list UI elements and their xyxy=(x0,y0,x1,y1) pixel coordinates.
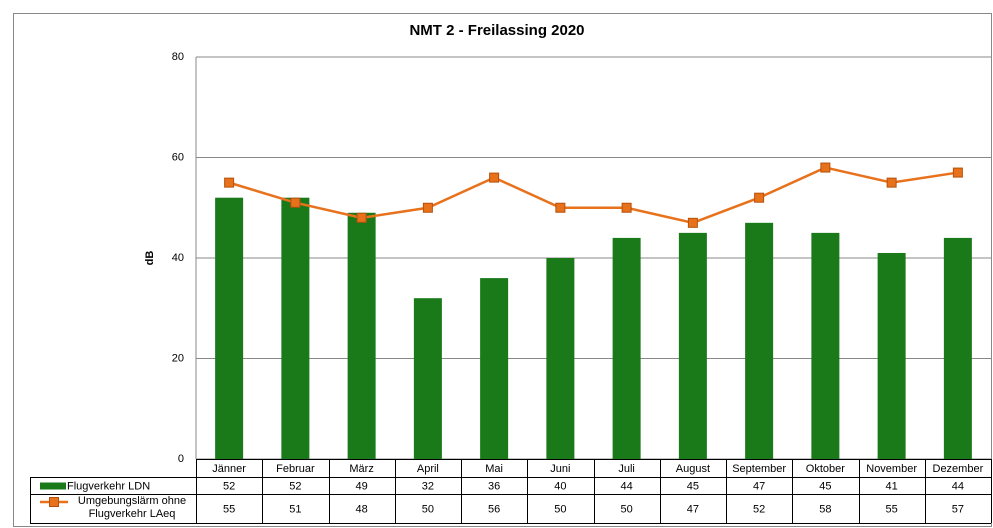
table-value: 55 xyxy=(223,503,235,515)
x-tick-label: März xyxy=(349,463,373,475)
x-tick-label: Dezember xyxy=(933,463,984,475)
bar xyxy=(678,232,707,459)
table-value: 50 xyxy=(621,503,633,515)
bar xyxy=(612,237,641,459)
table-value: 52 xyxy=(223,480,235,492)
legend-key xyxy=(40,482,66,490)
marker xyxy=(621,202,632,213)
marker xyxy=(754,192,765,203)
x-tick-label: Oktober xyxy=(806,463,845,475)
x-tick-label: Juni xyxy=(550,463,570,475)
bar xyxy=(413,298,442,459)
y-tick-label: 0 xyxy=(178,453,184,465)
bar xyxy=(546,258,575,459)
marker xyxy=(489,172,500,183)
bar xyxy=(480,278,509,459)
table-value: 41 xyxy=(886,480,898,492)
table-value: 47 xyxy=(687,503,699,515)
bar xyxy=(281,197,310,459)
table-value: 50 xyxy=(554,503,566,515)
marker xyxy=(224,177,235,188)
table-value: 44 xyxy=(952,480,964,492)
table-value: 52 xyxy=(753,503,765,515)
chart-title: NMT 2 - Freilassing 2020 xyxy=(409,22,584,39)
bar xyxy=(943,237,972,459)
legend-label: Umgebungslärm ohne Flugverkehr LAeq xyxy=(77,495,187,520)
bar xyxy=(877,252,906,459)
table-value: 40 xyxy=(554,480,566,492)
table-value: 47 xyxy=(753,480,765,492)
legend-label: Flugverkehr LDN xyxy=(67,480,150,492)
marker xyxy=(687,217,698,228)
x-tick-label: August xyxy=(676,463,710,475)
x-tick-label: November xyxy=(866,463,917,475)
marker xyxy=(952,167,963,178)
x-tick-label: September xyxy=(732,463,786,475)
y-tick-label: 60 xyxy=(172,151,184,163)
table-value: 44 xyxy=(621,480,633,492)
x-tick-label: April xyxy=(417,463,439,475)
marker xyxy=(290,197,301,208)
y-tick-label: 20 xyxy=(172,352,184,364)
marker xyxy=(356,212,367,223)
marker xyxy=(422,202,433,213)
x-tick-label: Februar xyxy=(276,463,315,475)
x-tick-label: Mai xyxy=(485,463,503,475)
table-value: 55 xyxy=(886,503,898,515)
table-value: 36 xyxy=(488,480,500,492)
table-value: 57 xyxy=(952,503,964,515)
table-value: 45 xyxy=(819,480,831,492)
legend-label-box: Umgebungslärm ohne Flugverkehr LAeq xyxy=(77,495,187,520)
bar xyxy=(215,197,244,459)
x-tick-label: Jänner xyxy=(212,463,246,475)
y-tick-label: 80 xyxy=(172,51,184,63)
table-value: 49 xyxy=(356,480,368,492)
table-value: 51 xyxy=(289,503,301,515)
table-value: 50 xyxy=(422,503,434,515)
y-axis-label: dB xyxy=(144,251,156,266)
bar xyxy=(347,212,376,459)
legend-key xyxy=(49,497,59,507)
line xyxy=(228,166,959,225)
table-value: 32 xyxy=(422,480,434,492)
marker xyxy=(820,162,831,173)
table-value: 58 xyxy=(819,503,831,515)
table-value: 45 xyxy=(687,480,699,492)
marker xyxy=(555,202,566,213)
bar xyxy=(811,232,840,459)
y-tick-label: 40 xyxy=(172,252,184,264)
table-value: 48 xyxy=(356,503,368,515)
table-value: 52 xyxy=(289,480,301,492)
table-value: 56 xyxy=(488,503,500,515)
x-tick-label: Juli xyxy=(618,463,635,475)
bar xyxy=(745,222,774,459)
marker xyxy=(886,177,897,188)
